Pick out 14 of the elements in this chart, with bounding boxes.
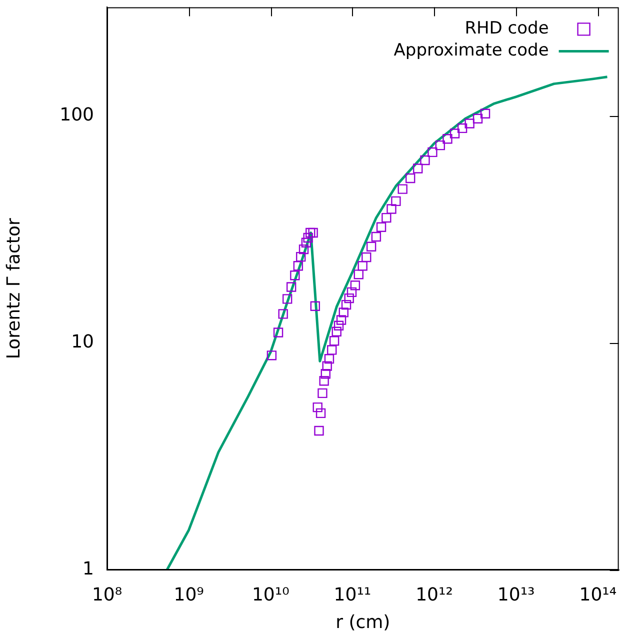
x-tick-label: 10¹¹ [334, 584, 372, 606]
y-tick-label: 100 [60, 104, 94, 126]
y-tick-label: 10 [71, 331, 94, 352]
y-tick-label: 1 [82, 558, 94, 580]
x-tick-label: 10¹⁴ [579, 584, 617, 606]
legend-label: RHD code [464, 18, 549, 39]
x-tick-label: 10⁸ [92, 584, 122, 606]
y-axis-title: Lorentz Γ factor [3, 218, 24, 360]
x-axis-title: r (cm) [336, 612, 390, 633]
x-tick-label: 10¹³ [497, 584, 535, 606]
x-tick-label: 10⁹ [174, 584, 204, 606]
x-tick-label: 10¹⁰ [252, 584, 290, 606]
legend-label: Approximate code [394, 40, 549, 61]
x-tick-label: 10¹² [416, 584, 453, 606]
